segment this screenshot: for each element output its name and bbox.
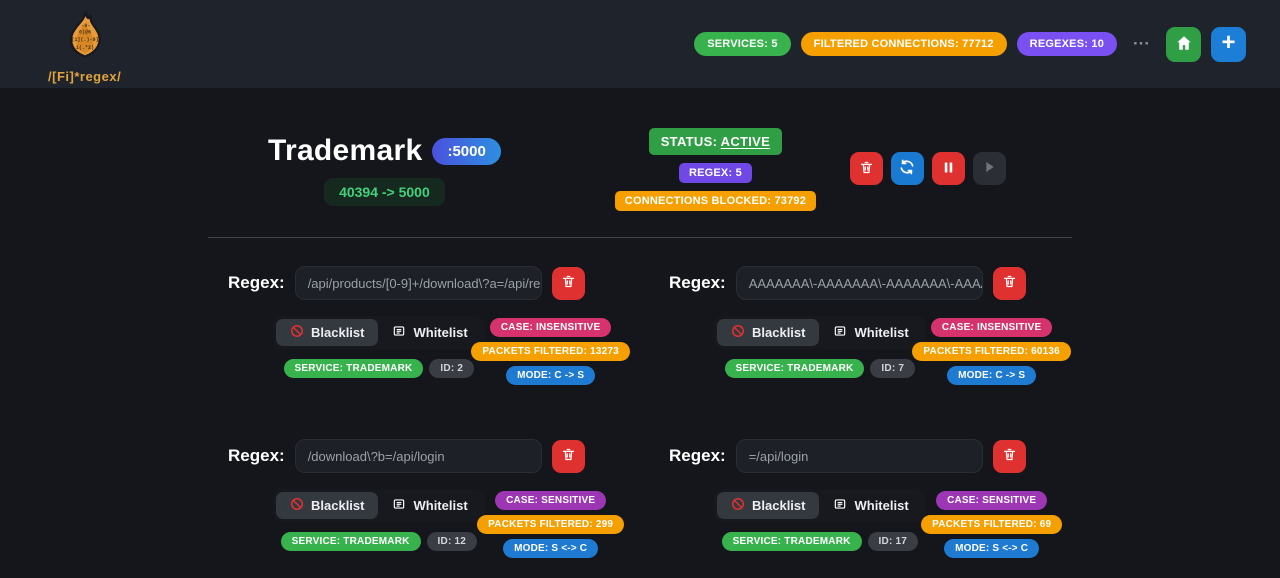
regex-card: Regex: /api/products/[0-9]+/download\?a=… — [228, 266, 630, 385]
ban-icon — [290, 324, 304, 341]
regex-pattern-input[interactable]: /api/products/[0-9]+/download\?a=/api/re… — [294, 266, 542, 300]
list-icon — [833, 324, 847, 341]
mode-tag: MODE: S <-> C — [944, 539, 1040, 558]
regex-cards-grid: Regex: /api/products/[0-9]+/download\?a=… — [208, 266, 1072, 558]
services-count-badge: SERVICES: 5 — [694, 32, 791, 56]
blacklist-option[interactable]: Blacklist — [717, 492, 820, 519]
regex-id-tag: ID: 7 — [870, 359, 916, 378]
home-icon — [1175, 34, 1193, 55]
delete-regex-button[interactable] — [993, 266, 1026, 300]
overflow-menu-button[interactable]: ··· — [1133, 34, 1150, 53]
regex-label: Regex: — [228, 273, 285, 292]
regex-card: Regex: AAAAAAA\-AAAAAAA\-AAAAAAA\-AAAAAA… — [669, 266, 1071, 385]
whitelist-option[interactable]: Whitelist — [378, 319, 481, 346]
refresh-service-button[interactable] — [890, 152, 924, 185]
header-divider — [208, 237, 1072, 238]
add-service-button[interactable]: + — [1211, 26, 1246, 62]
navbar-right: SERVICES: 5 FILTERED CONNECTIONS: 77712 … — [694, 26, 1246, 62]
delete-service-button[interactable] — [849, 152, 883, 185]
ban-icon — [290, 497, 304, 514]
case-tag: CASE: SENSITIVE — [495, 491, 607, 510]
whitelist-option[interactable]: Whitelist — [819, 319, 922, 346]
regex-card: Regex: /download\?b=/api/login — [228, 439, 625, 558]
home-button[interactable] — [1166, 26, 1201, 62]
list-icon — [833, 497, 847, 514]
regex-card: Regex: =/api/login Blacklist — [669, 439, 1063, 558]
plus-icon: + — [1221, 28, 1236, 56]
connections-blocked-badge: CONNECTIONS BLOCKED: 73792 — [614, 191, 817, 211]
svg-text:(1](.)-9]: (1](.)-9] — [71, 37, 98, 43]
list-mode-toggle: Blacklist Whitelist — [714, 489, 926, 522]
list-icon — [392, 497, 406, 514]
mode-tag: MODE: C -> S — [506, 366, 596, 385]
svg-text:-0-: -0- — [81, 23, 90, 29]
mode-tag: MODE: S <-> C — [503, 539, 599, 558]
blacklist-option[interactable]: Blacklist — [717, 319, 820, 346]
case-tag: CASE: INSENSITIVE — [489, 318, 612, 337]
service-name: Trademark — [268, 134, 423, 167]
filtered-connections-badge: FILTERED CONNECTIONS: 77712 — [800, 32, 1007, 56]
whitelist-option[interactable]: Whitelist — [378, 492, 481, 519]
regex-pattern-input[interactable]: AAAAAAA\-AAAAAAA\-AAAAAAA\-AAAAAAA — [735, 266, 983, 300]
case-tag: CASE: INSENSITIVE — [930, 318, 1053, 337]
regex-id-tag: ID: 2 — [429, 359, 475, 378]
trash-icon — [1002, 447, 1017, 465]
trash-icon — [561, 447, 576, 465]
case-tag: CASE: SENSITIVE — [936, 491, 1048, 510]
service-tag: SERVICE: TRADEMARK — [721, 532, 862, 551]
regex-pattern-input[interactable]: =/api/login — [735, 439, 983, 473]
regex-id-tag: ID: 17 — [867, 532, 918, 551]
app-title: /[Fi]*regex/ — [48, 69, 122, 84]
packets-filtered-tag: PACKETS FILTERED: 60136 — [912, 342, 1071, 361]
list-mode-toggle: Blacklist Whitelist — [273, 316, 485, 349]
refresh-icon — [898, 158, 916, 179]
ban-icon — [731, 324, 745, 341]
flame-logo-icon: -0- 0)@6 (1](.)-9] 1(.*2) — [58, 8, 112, 71]
status-badge: STATUS: ACTIVE — [648, 128, 783, 155]
regex-id-tag: ID: 12 — [426, 532, 477, 551]
service-tag: SERVICE: TRADEMARK — [280, 532, 421, 551]
list-mode-toggle: Blacklist Whitelist — [273, 489, 485, 522]
regex-pattern-input[interactable]: /download\?b=/api/login — [294, 439, 542, 473]
status-value: ACTIVE — [720, 134, 771, 149]
trash-icon — [1002, 274, 1017, 292]
pause-service-button[interactable] — [931, 152, 965, 185]
delete-regex-button[interactable] — [552, 439, 585, 473]
service-tag: SERVICE: TRADEMARK — [724, 359, 865, 378]
list-mode-toggle: Blacklist Whitelist — [714, 316, 926, 349]
blacklist-option[interactable]: Blacklist — [276, 319, 379, 346]
svg-text:0)@6: 0)@6 — [79, 30, 91, 36]
service-header: Trademark :5000 40394 -> 5000 STATUS: AC… — [208, 128, 1072, 211]
whitelist-option[interactable]: Whitelist — [819, 492, 922, 519]
service-port-badge: :5000 — [432, 137, 501, 165]
trash-icon — [561, 274, 576, 292]
service-status-stack: STATUS: ACTIVE REGEX: 5 CONNECTIONS BLOC… — [614, 128, 817, 211]
start-service-button[interactable] — [972, 152, 1006, 185]
delete-regex-button[interactable] — [993, 439, 1026, 473]
top-navbar: -0- 0)@6 (1](.)-9] 1(.*2) /[Fi]*regex/ S… — [0, 0, 1280, 88]
delete-regex-button[interactable] — [552, 266, 585, 300]
pause-icon — [941, 160, 956, 178]
ban-icon — [731, 497, 745, 514]
trash-icon — [859, 160, 874, 178]
play-icon — [981, 159, 997, 178]
svg-text:1(.*2): 1(.*2) — [76, 45, 94, 51]
regex-label: Regex: — [669, 273, 726, 292]
packets-filtered-tag: PACKETS FILTERED: 13273 — [471, 342, 630, 361]
packets-filtered-tag: PACKETS FILTERED: 299 — [477, 515, 625, 534]
mode-tag: MODE: C -> S — [947, 366, 1037, 385]
port-redirect-badge: 40394 -> 5000 — [324, 178, 445, 206]
app-logo[interactable]: -0- 0)@6 (1](.)-9] 1(.*2) /[Fi]*regex/ — [48, 8, 121, 84]
regex-count-badge: REGEX: 5 — [678, 163, 752, 183]
service-title-block: Trademark :5000 40394 -> 5000 — [268, 134, 501, 206]
regex-label: Regex: — [228, 446, 285, 465]
service-page: Trademark :5000 40394 -> 5000 STATUS: AC… — [208, 88, 1072, 558]
service-actions — [849, 152, 1006, 185]
service-tag: SERVICE: TRADEMARK — [283, 359, 424, 378]
blacklist-option[interactable]: Blacklist — [276, 492, 379, 519]
list-icon — [392, 324, 406, 341]
packets-filtered-tag: PACKETS FILTERED: 69 — [921, 515, 1063, 534]
regex-label: Regex: — [669, 446, 726, 465]
regexes-count-badge: REGEXES: 10 — [1016, 32, 1118, 56]
